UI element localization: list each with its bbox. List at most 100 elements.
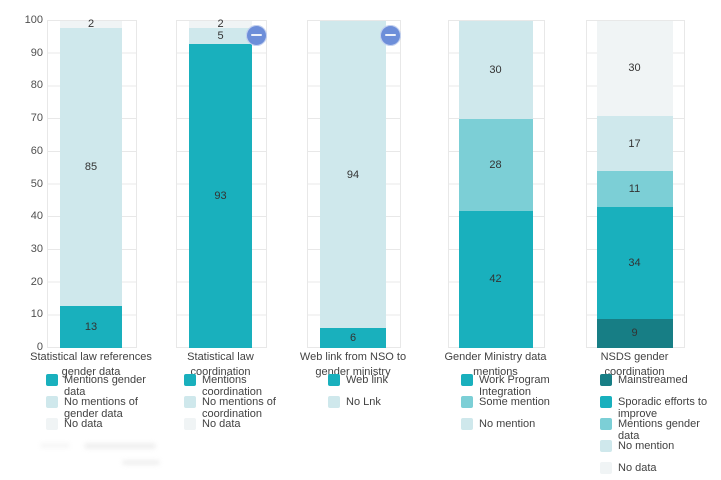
legend-item[interactable]: No data bbox=[184, 418, 308, 440]
legend-label: No data bbox=[202, 418, 241, 430]
bar-value-label: 85 bbox=[84, 160, 98, 173]
bar-value-label: 34 bbox=[628, 256, 641, 269]
chart-title-nsds-gender-coordination: NSDS gender coordination bbox=[600, 351, 669, 378]
minus-badge-button[interactable] bbox=[380, 25, 401, 46]
bar-value-label: 30 bbox=[489, 64, 502, 77]
bar-segment[interactable]: 94 bbox=[320, 21, 386, 329]
legend-item[interactable]: Mentions gender data bbox=[46, 374, 170, 398]
bar-value-label: 6 bbox=[349, 332, 357, 345]
legend-item[interactable]: No mentions of coordination bbox=[184, 396, 308, 420]
bar-segment[interactable]: 34 bbox=[596, 207, 673, 319]
legend-label: Web link bbox=[346, 374, 388, 386]
legend-swatch bbox=[184, 418, 196, 430]
legend-label: Mentions gender data bbox=[64, 374, 146, 398]
bar-segment[interactable]: 11 bbox=[596, 171, 673, 208]
legend-swatch bbox=[461, 374, 473, 386]
legend-label: No mentions of gender data bbox=[64, 396, 138, 420]
blur-smudge bbox=[122, 460, 160, 465]
legend-item[interactable]: Web link bbox=[328, 374, 423, 396]
legend-label: Mainstreamed bbox=[618, 374, 688, 386]
bar-segment[interactable]: 17 bbox=[596, 115, 673, 172]
bar-value-label: 94 bbox=[346, 168, 360, 181]
chart-title-statistical-law-coordination: Statistical law coordination bbox=[187, 351, 254, 378]
legend-swatch bbox=[461, 418, 473, 430]
legend-label: No data bbox=[618, 462, 657, 474]
legend-swatch bbox=[328, 374, 340, 386]
legend-item[interactable]: Mentions gender data bbox=[600, 418, 721, 442]
legend-swatch bbox=[600, 374, 612, 386]
bar-segment[interactable]: 2 bbox=[189, 18, 252, 30]
chart-title-gender-ministry-data-mentions: Gender Ministry data mentions bbox=[444, 351, 547, 378]
y-axis-tick-label: 40 bbox=[30, 210, 43, 223]
legend-swatch bbox=[600, 440, 612, 452]
bar-value-label: 9 bbox=[631, 327, 638, 340]
bar-value-label: 93 bbox=[214, 189, 227, 202]
legend-item[interactable]: No mention bbox=[461, 418, 571, 440]
bar-segment[interactable]: 85 bbox=[60, 27, 122, 306]
legend-item[interactable]: Mentions coordination bbox=[184, 374, 308, 398]
chart-title-statistical-law-references-gender-data: Statistical law references gender data bbox=[30, 351, 152, 378]
minus-icon bbox=[251, 34, 262, 36]
bar-segment[interactable]: 2 bbox=[60, 18, 122, 30]
bar-segment[interactable]: 30 bbox=[596, 21, 673, 116]
legend-swatch bbox=[600, 396, 612, 408]
legend-swatch bbox=[461, 396, 473, 408]
chart-plot-gender-ministry-data-mentions: 42 28 30 bbox=[448, 20, 545, 348]
legend-label: No mentions of coordination bbox=[202, 396, 276, 420]
bar-value-label: 5 bbox=[217, 29, 224, 42]
bar-segment[interactable]: 6 bbox=[320, 328, 386, 348]
bar-segment[interactable]: 28 bbox=[458, 119, 533, 211]
stacked-bar-gender-ministry-data-mentions: 42 28 30 bbox=[458, 21, 533, 348]
legend-label: Mentions coordination bbox=[202, 374, 262, 398]
legend-item[interactable]: No Lnk bbox=[328, 396, 423, 418]
legend-nsds-gender-coordination: Mainstreamed Sporadic efforts to improve M… bbox=[600, 374, 721, 480]
legend-web-link-from-nso-to-gender-ministry: Web link No Lnk bbox=[328, 374, 423, 418]
legend-item[interactable]: No mentions of gender data bbox=[46, 396, 170, 420]
stacked-bar-statistical-law-coordination: 93 5 2 bbox=[189, 18, 252, 348]
bar-value-label: 11 bbox=[628, 183, 641, 196]
legend-swatch bbox=[328, 396, 340, 408]
minus-icon bbox=[385, 34, 396, 36]
legend-label: Sporadic efforts to improve bbox=[618, 396, 708, 420]
y-axis-tick-label: 30 bbox=[30, 242, 43, 255]
legend-swatch bbox=[600, 418, 612, 430]
legend-swatch bbox=[184, 396, 196, 408]
legend-item[interactable]: Work Program Integration bbox=[461, 374, 571, 398]
stacked-bar-web-link-from-nso-to-gender-ministry: 6 94 bbox=[320, 21, 386, 348]
bar-segment[interactable]: 93 bbox=[189, 43, 252, 348]
legend-statistical-law-references-gender-data: Mentions gender data No mentions of gende… bbox=[46, 374, 170, 440]
bar-segment[interactable]: 30 bbox=[458, 21, 533, 120]
legend-label: No data bbox=[64, 418, 103, 430]
legend-item[interactable]: Sporadic efforts to improve bbox=[600, 396, 721, 420]
bar-segment[interactable]: 42 bbox=[458, 210, 533, 348]
legend-swatch bbox=[46, 396, 58, 408]
legend-item[interactable]: No mention bbox=[600, 440, 721, 462]
legend-swatch bbox=[46, 374, 58, 386]
y-axis-tick-label: 80 bbox=[30, 79, 43, 92]
y-axis-tick-label: 10 bbox=[30, 308, 43, 321]
legend-label: No mention bbox=[618, 440, 675, 452]
legend-label: Mentions gender data bbox=[618, 418, 700, 442]
legend-label: No mention bbox=[479, 418, 536, 430]
minus-badge-button[interactable] bbox=[246, 25, 267, 46]
legend-item[interactable]: Mainstreamed bbox=[600, 374, 721, 396]
chart-plot-statistical-law-coordination: 93 5 2 bbox=[176, 18, 267, 348]
bar-value-label: 13 bbox=[84, 320, 98, 333]
blur-smudge bbox=[40, 443, 70, 448]
y-axis-tick-label: 70 bbox=[30, 112, 43, 125]
legend-item[interactable]: No data bbox=[600, 462, 721, 480]
y-axis-tick-label: 50 bbox=[30, 177, 43, 190]
legend-swatch bbox=[600, 462, 612, 474]
legend-item[interactable]: No data bbox=[46, 418, 170, 440]
bar-value-label: 17 bbox=[628, 137, 641, 150]
chart-plot-statistical-law-references-gender-data: 13 85 2 bbox=[47, 18, 137, 348]
y-axis-tick-label: 0 bbox=[36, 341, 43, 353]
blur-smudge bbox=[84, 443, 156, 449]
bar-segment[interactable]: 13 bbox=[60, 305, 122, 348]
bar-value-label: 28 bbox=[489, 158, 502, 171]
bar-segment[interactable]: 9 bbox=[596, 318, 673, 348]
legend-item[interactable]: Some mention bbox=[461, 396, 571, 418]
y-axis-tick-label: 60 bbox=[30, 144, 43, 157]
bar-segment[interactable]: 5 bbox=[189, 27, 252, 44]
